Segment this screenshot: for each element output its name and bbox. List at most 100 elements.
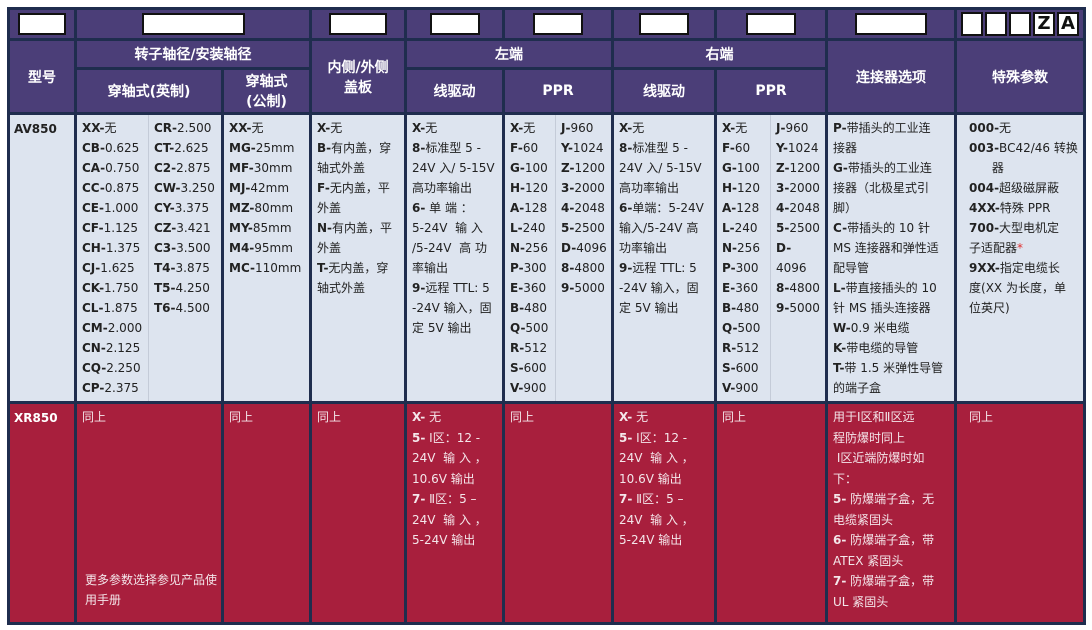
option-code: N- [722,241,738,255]
option-text: 无 [999,121,1012,135]
option-text: Ⅰ区：12 - [425,430,481,445]
option-text: 单 端 ： [425,201,473,215]
option-line: MC-110mm [229,258,305,278]
option-code: 700- [969,221,1000,235]
option-line: MY-85mm [229,218,305,238]
option-code: X- [619,410,633,424]
option-code: A- [722,201,737,215]
option-line: X- 无 [412,407,498,428]
option-code: T6- [154,301,176,315]
code-box-left-drive [404,7,506,41]
code-box-right-ppr [714,7,829,41]
option-line: ATEX 紧固头 [833,551,950,572]
shaft-inch-col-1: XX-无 CB-0.625 CA-0.750 CC-0.875 CE-1.000 CF-1… [74,112,149,404]
option-text: -24V 输入，固 [619,281,699,295]
option-line: 子适配器* [969,238,1079,258]
option-line: CL-1.875 [82,298,144,318]
connector: 用于Ⅰ区和Ⅱ区远 程防爆时同上 Ⅰ区近端防爆时如 下： 5- 防爆端子盒，无 电缆紧固头… [825,401,958,625]
option-text: 5-24V 输 入 [412,221,483,235]
option-line: 9-5000 [561,278,607,298]
option-line: 6- 单 端 ： [412,198,498,218]
option-code: 003- [969,141,1000,155]
option-code: CA- [82,161,106,175]
option-line: CF-1.125 [82,218,144,238]
option-text: 600 [523,361,547,375]
option-code: N- [510,241,526,255]
option-code: D- [776,241,792,255]
option-line: 700-大型电机定 [969,218,1079,238]
option-line: R-512 [722,338,766,358]
option-line: 5-2500 [776,218,821,238]
option-text: 5-24V 输出 [619,533,683,547]
header-left-drive: 线驱动 [404,67,506,115]
option-code: CW- [154,181,181,195]
option-text: 25mm [255,141,295,155]
option-code: CQ- [82,361,107,375]
option-text: 器 [969,161,1004,175]
option-line: Y-1024 [776,138,821,158]
option-line: CZ-3.421 [154,218,217,238]
option-line: D-4096 [561,238,607,258]
option-text: 120 [737,181,760,195]
header-special: 特殊参数 [954,38,1087,115]
option-code: H- [510,181,526,195]
option-line: 器 [969,158,1079,178]
option-line: C-带插头的 10 针 [833,218,950,238]
option-line: C2-2.875 [154,158,217,178]
option-text: 60 [522,141,539,155]
option-line: 9-5000 [776,298,821,318]
option-line: 定 5V 输出 [412,318,498,338]
option-line: X- 无 [619,407,710,428]
option-line: CE-1.000 [82,198,144,218]
option-text: 定 5V 输出 [412,321,472,335]
option-code: 8- [412,141,426,155]
option-code: Y- [776,141,788,155]
option-line: CP-2.375 [82,378,144,398]
option-code: CJ- [82,261,101,275]
code-letter-z: Z [1033,12,1056,36]
option-line: 轴式外盖 [317,158,400,178]
option-text: 1.375 [105,241,141,255]
option-text: -24V 输入，固 [412,301,492,315]
option-text: 30mm [253,161,293,175]
option-line: 10.6V 输出 [619,469,710,490]
option-line: 接器（北极星式引 [833,178,950,198]
option-line: N-256 [722,238,766,258]
option-line: CB-0.625 [82,138,144,158]
option-text: 85mm [252,221,292,235]
option-text: 1200 [789,161,821,175]
option-code: R- [510,341,525,355]
option-line: 9-远程 TTL: 5 [619,258,710,278]
option-line: CH-1.375 [82,238,144,258]
shaft-inch-col-2: CR-2.500 CT-2.625 C2-2.875 CW-3.250 CY-3.375… [148,112,224,404]
option-text: 2048 [574,201,605,215]
option-line: UL 紧固头 [833,592,950,613]
option-line: 用于Ⅰ区和Ⅱ区远 [833,407,950,428]
option-code: F- [722,141,735,155]
option-line: 4-2048 [561,198,607,218]
left-drive: X-无 8-标准型 5 -24V 入/ 5-15V 高功率输出 6- 单 端 ： 5-2… [404,112,506,404]
option-text: 3.250 [180,181,215,195]
option-code: 5- [619,430,633,445]
option-text: 480 [736,301,760,315]
option-line: Q-500 [510,318,551,338]
option-text: 高功率输出 [412,181,473,195]
option-line: 功率输出 [619,238,710,258]
option-text: 240 [522,221,546,235]
header-shaft: 转子轴径/安装轴径 [73,38,313,70]
option-line: B-有内盖，穿 [317,138,400,158]
option-code: C2- [154,161,177,175]
option-code: C- [833,221,848,235]
option-line: 高功率输出 [412,178,498,198]
option-code: 9- [776,301,790,315]
option-text: 有内盖，平 [332,221,393,235]
option-code: CE- [82,201,104,215]
option-line: CM-2.000 [82,318,144,338]
option-line: A-128 [722,198,766,218]
left-ppr-col-1: X-无 F-60 G-100 H-120 A-128 L-240 N-256 P-300 E-3… [502,112,557,404]
option-code: 5- [833,492,847,506]
option-text: 128 [736,201,760,215]
header-line: (公制) [246,94,287,110]
option-text: 同上 [722,410,747,424]
